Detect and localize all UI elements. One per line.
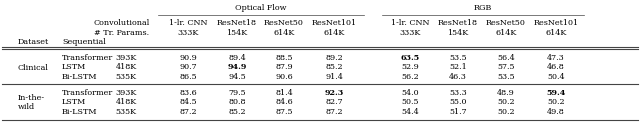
Text: 84.6: 84.6 [275,98,293,106]
Text: LSTM: LSTM [62,98,86,106]
Text: 85.2: 85.2 [228,108,246,116]
Text: ResNet18: ResNet18 [438,19,478,27]
Text: Dataset: Dataset [18,38,49,46]
Text: 53.3: 53.3 [449,89,467,97]
Text: Convolutional: Convolutional [94,19,150,27]
Text: ResNet101: ResNet101 [533,19,579,27]
Text: 59.4: 59.4 [547,89,566,97]
Text: 614K: 614K [495,29,516,37]
Text: 52.1: 52.1 [449,63,467,71]
Text: Optical Flow: Optical Flow [236,4,287,12]
Text: ResNet18: ResNet18 [217,19,257,27]
Text: # Tr. Params.: # Tr. Params. [95,29,150,37]
Text: 90.7: 90.7 [179,63,197,71]
Text: 80.8: 80.8 [228,98,246,106]
Text: 94.5: 94.5 [228,73,246,81]
Text: 333K: 333K [177,29,198,37]
Text: Clinical: Clinical [18,63,49,71]
Text: 85.2: 85.2 [325,63,343,71]
Text: 50.2: 50.2 [497,98,515,106]
Text: 87.9: 87.9 [275,63,293,71]
Text: 90.6: 90.6 [275,73,293,81]
Text: 52.9: 52.9 [401,63,419,71]
Text: Sequential: Sequential [62,38,106,46]
Text: Bi-LSTM: Bi-LSTM [62,108,97,116]
Text: 63.5: 63.5 [401,54,420,62]
Text: 84.5: 84.5 [179,98,197,106]
Text: 81.4: 81.4 [275,89,293,97]
Text: Transformer: Transformer [62,54,113,62]
Text: 56.4: 56.4 [497,54,515,62]
Text: 88.5: 88.5 [275,54,292,62]
Text: 614K: 614K [273,29,294,37]
Text: 614K: 614K [545,29,566,37]
Text: ResNet50: ResNet50 [264,19,304,27]
Text: 50.2: 50.2 [497,108,515,116]
Text: 53.5: 53.5 [449,54,467,62]
Text: 79.5: 79.5 [228,89,246,97]
Text: 51.7: 51.7 [449,108,467,116]
Text: 333K: 333K [399,29,420,37]
Text: 50.4: 50.4 [547,73,565,81]
Text: 393K: 393K [116,89,137,97]
Text: 50.5: 50.5 [401,98,419,106]
Text: 86.5: 86.5 [179,73,197,81]
Text: 90.9: 90.9 [179,54,197,62]
Text: 53.5: 53.5 [497,73,515,81]
Text: 1-lr. CNN: 1-lr. CNN [391,19,429,27]
Text: 87.2: 87.2 [179,108,197,116]
Text: 87.2: 87.2 [325,108,343,116]
Text: 50.2: 50.2 [547,98,565,106]
Text: 535K: 535K [116,73,137,81]
Text: ResNet101: ResNet101 [312,19,356,27]
Text: 89.2: 89.2 [325,54,343,62]
Text: RGB: RGB [474,4,492,12]
Text: 1-lr. CNN: 1-lr. CNN [169,19,207,27]
Text: 54.4: 54.4 [401,108,419,116]
Text: 57.5: 57.5 [497,63,515,71]
Text: 393K: 393K [116,54,137,62]
Text: Bi-LSTM: Bi-LSTM [62,73,97,81]
Text: Transformer: Transformer [62,89,113,97]
Text: 83.6: 83.6 [179,89,197,97]
Text: 89.4: 89.4 [228,54,246,62]
Text: 614K: 614K [323,29,345,37]
Text: 91.4: 91.4 [325,73,343,81]
Text: 82.7: 82.7 [325,98,343,106]
Text: 56.2: 56.2 [401,73,419,81]
Text: ResNet50: ResNet50 [486,19,526,27]
Text: 418K: 418K [116,63,137,71]
Text: 92.3: 92.3 [324,89,344,97]
Text: 47.3: 47.3 [547,54,565,62]
Text: 46.8: 46.8 [547,63,565,71]
Text: 418K: 418K [116,98,137,106]
Text: 55.0: 55.0 [449,98,467,106]
Text: 48.9: 48.9 [497,89,515,97]
Text: 535K: 535K [116,108,137,116]
Text: 46.3: 46.3 [449,73,467,81]
Text: 154K: 154K [227,29,248,37]
Text: 94.9: 94.9 [227,63,246,71]
Text: In-the-
wild: In-the- wild [18,94,45,111]
Text: 87.5: 87.5 [275,108,292,116]
Text: 49.8: 49.8 [547,108,565,116]
Text: 154K: 154K [447,29,468,37]
Text: 54.0: 54.0 [401,89,419,97]
Text: LSTM: LSTM [62,63,86,71]
